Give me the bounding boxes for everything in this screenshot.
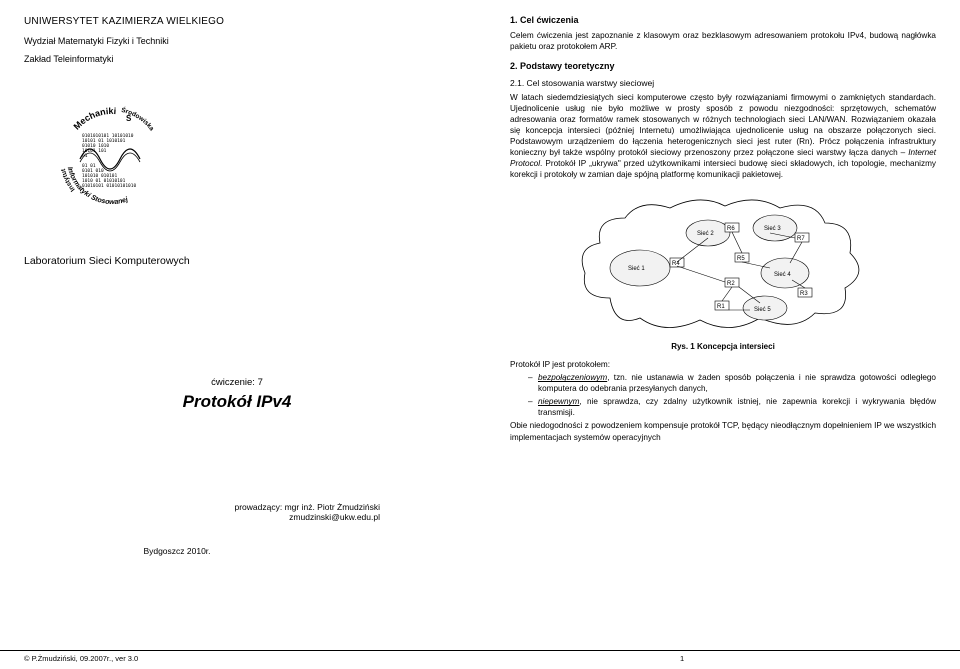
section-1-title: 1. Cel ćwiczenia bbox=[510, 14, 936, 26]
svg-text:Sieć 4: Sieć 4 bbox=[774, 272, 791, 278]
list-item: bezpołączeniowym, tzn. nie ustanawia w ż… bbox=[528, 372, 936, 394]
svg-text:Sieć 3: Sieć 3 bbox=[764, 226, 781, 232]
left-column: UNIWERSYTET KAZIMIERZA WIELKIEGO Wydział… bbox=[0, 0, 480, 640]
bullet-emph: niepewnym bbox=[538, 397, 579, 406]
figure-1-caption: Rys. 1 Koncepcja intersieci bbox=[510, 342, 936, 353]
bullet-text: , nie sprawdza, czy zdalny użytkownik is… bbox=[538, 397, 936, 417]
svg-text:Sieć 1: Sieć 1 bbox=[628, 266, 645, 272]
instructor-block: prowadzący: mgr inż. Piotr Żmudziński zm… bbox=[24, 502, 450, 522]
intersiec-diagram: Sieć 1 Sieć 2 Sieć 3 Sieć 4 Sieć 5 R1 R2… bbox=[570, 188, 870, 338]
svg-text:R2: R2 bbox=[727, 281, 735, 287]
city-year: Bydgoszcz 2010r. bbox=[24, 546, 450, 556]
svg-text:Sieć 5: Sieć 5 bbox=[754, 307, 771, 313]
exercise-title: Protokół IPv4 bbox=[24, 392, 450, 412]
bullet-list-intro: Protokół IP jest protokołem: bbox=[510, 359, 936, 370]
svg-text:R6: R6 bbox=[727, 226, 735, 232]
svg-text:R7: R7 bbox=[797, 236, 805, 242]
right-column: 1. Cel ćwiczenia Celem ćwiczenia jest za… bbox=[480, 0, 960, 640]
exercise-number: ćwiczenie: 7 bbox=[24, 377, 450, 388]
university-name: UNIWERSYTET KAZIMIERZA WIELKIEGO bbox=[24, 14, 450, 30]
protocol-properties-list: bezpołączeniowym, tzn. nie ustanawia w ż… bbox=[528, 372, 936, 418]
svg-text:R5: R5 bbox=[737, 256, 745, 262]
closing-paragraph: Obie niedogodności z powodzeniem kompens… bbox=[510, 420, 936, 442]
instructor-name: prowadzący: mgr inż. Piotr Żmudziński bbox=[24, 502, 380, 512]
faculty-name: Wydział Matematyki Fizyki i Techniki bbox=[24, 34, 450, 48]
lab-title: Laboratorium Sieci Komputerowych bbox=[24, 255, 450, 267]
institute-logo: 0101010101 10101010 10101 01 1010101 010… bbox=[42, 89, 450, 229]
exercise-block: ćwiczenie: 7 Protokół IPv4 bbox=[24, 377, 450, 412]
department-name: Zakład Teleinformatyki bbox=[24, 52, 450, 66]
svg-text:Sieć 2: Sieć 2 bbox=[697, 231, 714, 237]
svg-text:R4: R4 bbox=[672, 261, 680, 267]
section-2-body: W latach siedemdziesiątych sieci kompute… bbox=[510, 92, 936, 181]
footer-copyright: © P.Żmudziński, 09.2007r., ver 3.0 bbox=[24, 654, 480, 663]
list-item: niepewnym, nie sprawdza, czy zdalny użyt… bbox=[528, 396, 936, 418]
section-1-body: Celem ćwiczenia jest zapoznanie z klasow… bbox=[510, 30, 936, 52]
logo-text-top: Mechaniki bbox=[71, 106, 116, 132]
instructor-email: zmudzinski@ukw.edu.pl bbox=[24, 512, 380, 522]
page-footer: © P.Żmudziński, 09.2007r., ver 3.0 1 bbox=[0, 650, 960, 663]
svg-text:R3: R3 bbox=[800, 291, 808, 297]
svg-text:Mechaniki: Mechaniki bbox=[71, 106, 116, 132]
bullet-emph: bezpołączeniowym bbox=[538, 373, 607, 382]
svg-text:01010101 01010101010: 01010101 01010101010 bbox=[82, 183, 136, 189]
section-2-title: 2. Podstawy teoretyczny bbox=[510, 60, 936, 72]
institute-logo-svg: 0101010101 10101010 10101 01 1010101 010… bbox=[42, 89, 182, 229]
svg-text:Ś: Ś bbox=[126, 114, 132, 123]
university-header: UNIWERSYTET KAZIMIERZA WIELKIEGO Wydział… bbox=[24, 14, 450, 67]
footer-page-number: 1 bbox=[480, 654, 936, 663]
svg-text:R1: R1 bbox=[717, 304, 725, 310]
section-2-sub: 2.1. Cel stosowania warstwy sieciowej bbox=[510, 78, 936, 89]
